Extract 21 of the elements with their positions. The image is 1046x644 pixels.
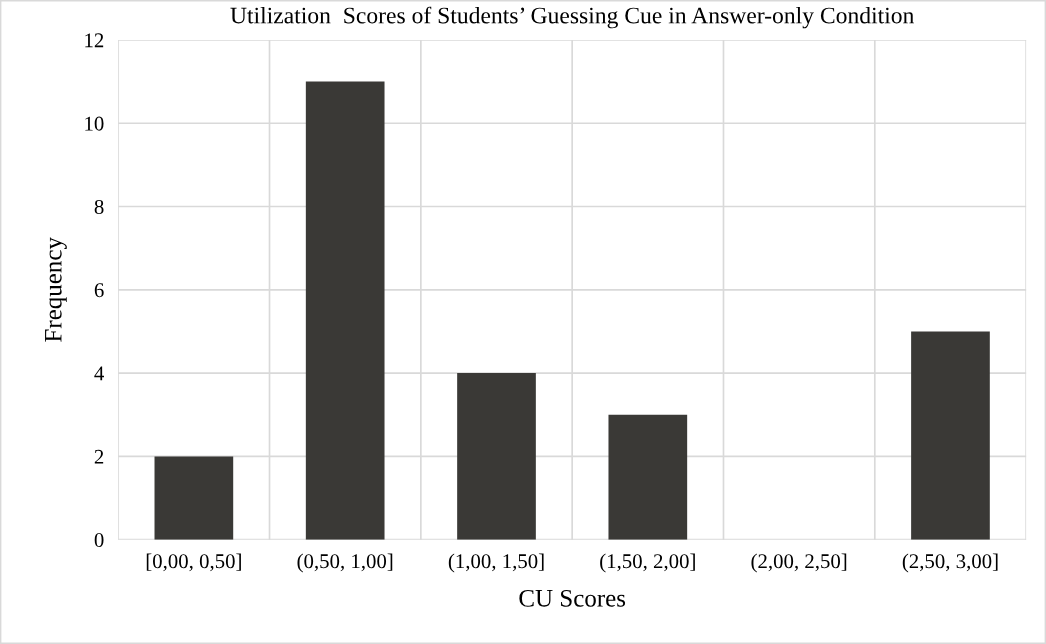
y-tick-label: 10 xyxy=(85,116,104,131)
x-tick-label: (0,50, 1,00] xyxy=(297,553,393,573)
chart-title: Utilization Scores of Students’ Guessing Cue in Answer-only Condition xyxy=(230,6,915,29)
y-axis-title: Frequency xyxy=(45,237,67,342)
y-tick-label: 12 xyxy=(85,33,104,48)
bar xyxy=(457,373,536,540)
y-tick-label: 0 xyxy=(94,533,104,548)
x-tick-label: (2,50, 3,00] xyxy=(902,553,998,573)
x-tick-label: (2,00, 2,50] xyxy=(751,553,847,573)
bar xyxy=(305,81,385,540)
y-tick-label: 8 xyxy=(94,199,104,214)
x-tick-label: (1,50, 2,00] xyxy=(600,553,695,573)
x-tick-label: (1,00, 1,50] xyxy=(448,553,544,573)
y-tick-label: 2 xyxy=(94,449,104,464)
bar xyxy=(911,331,990,540)
bar xyxy=(608,414,688,540)
y-tick-label: 4 xyxy=(94,366,104,381)
x-axis-title: CU Scores xyxy=(519,589,626,607)
y-tick-label: 6 xyxy=(94,283,104,298)
bar xyxy=(154,456,234,540)
x-tick-label: [0,00, 0,50] xyxy=(146,553,241,572)
